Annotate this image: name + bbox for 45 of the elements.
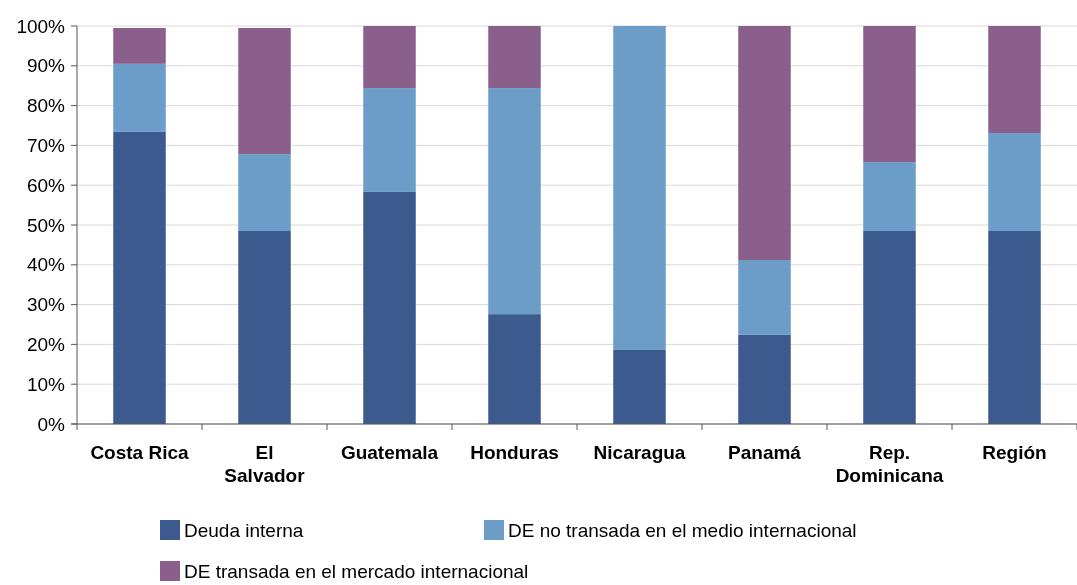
x-tick-label: Costa Rica [90,442,190,463]
bar [363,88,416,192]
bar [488,26,541,89]
bar [738,26,791,261]
y-tick-label: 70% [26,135,66,157]
bar [613,26,666,350]
bar [113,27,166,64]
y-tick-label: 10% [26,373,66,395]
bar [988,26,1041,134]
y-tick-label: 80% [26,95,66,117]
x-tick-label: Guatemala [340,442,439,463]
bar [113,63,166,132]
bar [988,230,1041,424]
y-tick-label: 100% [16,15,66,37]
y-tick-label: 50% [26,214,66,236]
bar [363,26,416,89]
y-tick-label: 90% [26,55,66,77]
bar [738,260,791,335]
bar [363,191,416,424]
y-tick-label: 30% [26,294,66,316]
bar [988,133,1041,231]
legend-label: DE no transada en el medio internacional [508,520,857,541]
bar [113,131,166,424]
y-tick-label: 20% [26,334,66,356]
y-tick-label: 60% [26,174,66,196]
x-tick-label: El Salvador [224,442,306,486]
bar [738,334,791,424]
x-tick-label: Región [982,442,1047,463]
y-tick-label: 0% [37,413,66,435]
bar [863,230,916,424]
y-tick-label: 40% [26,254,66,276]
bar [488,88,541,315]
bar [613,349,666,424]
bar [238,154,291,231]
bar [863,26,916,163]
bar [238,27,291,155]
legend-label: Deuda interna [184,520,304,541]
x-tick-label: Rep. Dominicana [835,442,944,486]
x-tick-label: Panamá [728,442,802,463]
bar [238,230,291,424]
x-tick-label: Nicaragua [593,442,686,463]
bar [488,314,541,424]
x-tick-label: Honduras [470,442,559,463]
bar [863,162,916,231]
legend-label: DE transada en el mercado internacional [184,561,529,582]
